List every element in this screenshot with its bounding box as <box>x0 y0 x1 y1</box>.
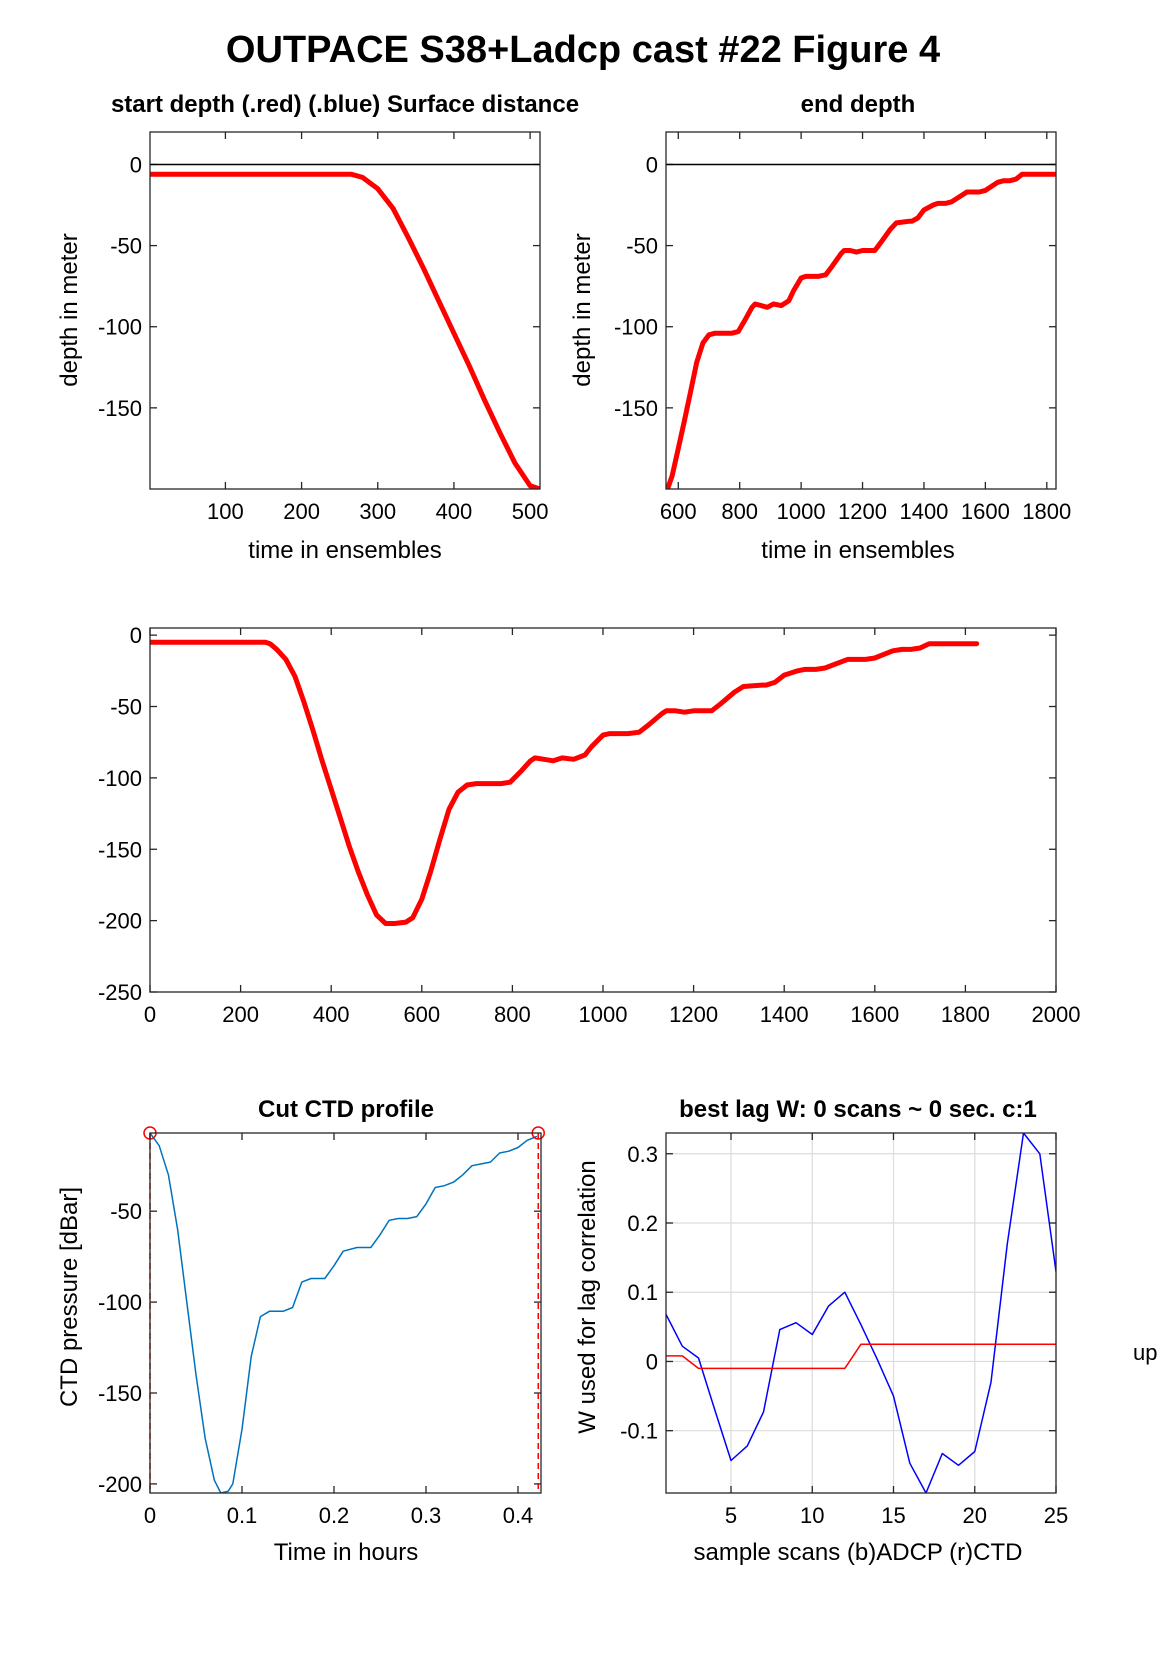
x-tick-label: 0 <box>144 1503 156 1528</box>
panel-cut-ctd-xlabel: Time in hours <box>274 1539 419 1566</box>
x-tick-label: 1000 <box>579 1002 628 1027</box>
y-tick-label: -200 <box>98 1472 142 1497</box>
x-tick-label: 400 <box>436 499 473 524</box>
y-tick-label: -0.1 <box>620 1419 658 1444</box>
panel-end-depth-ylabel: depth in meter <box>569 233 596 386</box>
axes-box <box>149 1132 542 1494</box>
y-tick-label: 0 <box>130 623 142 648</box>
x-tick-label: 400 <box>313 1002 350 1027</box>
y-tick-label: -150 <box>98 396 142 421</box>
x-tick-label: 0.3 <box>411 1503 442 1528</box>
x-tick-label: 5 <box>725 1503 737 1528</box>
axes-box <box>149 131 541 490</box>
x-tick-label: 1600 <box>961 499 1010 524</box>
axes-box <box>665 1132 1057 1494</box>
y-tick-label: -150 <box>98 837 142 862</box>
x-tick-label: 0 <box>144 1002 156 1027</box>
x-tick-label: 600 <box>660 499 697 524</box>
y-tick-label: 0 <box>130 152 142 177</box>
stray-label: up <box>1133 1340 1158 1365</box>
figure-suptitle: OUTPACE S38+Ladcp cast #22 Figure 4 <box>226 29 940 71</box>
axes-box <box>149 627 1057 993</box>
y-tick-label: 0.1 <box>627 1280 658 1305</box>
y-tick-label: 0 <box>646 1349 658 1374</box>
x-tick-label: 1600 <box>850 1002 899 1027</box>
x-tick-label: 1800 <box>941 1002 990 1027</box>
y-tick-label: -100 <box>98 315 142 340</box>
panel-cut-ctd-profile: Cut CTD profile Time in hours CTD pressu… <box>56 1096 545 1566</box>
panel-start-depth-xlabel: time in ensembles <box>248 537 441 564</box>
y-tick-label: -200 <box>98 909 142 934</box>
panel-start-depth-ylabel: depth in meter <box>56 233 83 386</box>
y-tick-label: -100 <box>614 315 658 340</box>
panel-cut-ctd-title: Cut CTD profile <box>258 1096 434 1123</box>
series-line-depth <box>666 171 1056 489</box>
y-tick-label: -50 <box>626 234 658 259</box>
x-tick-label: 800 <box>721 499 758 524</box>
x-tick-label: 200 <box>283 499 320 524</box>
panel-full-depth: 0 200 400 600 800 1000 1200 1400 1600 1800 2000 0 -5… <box>98 623 1081 1027</box>
x-tick-label: 1200 <box>669 1002 718 1027</box>
x-tick-label: 15 <box>881 1503 905 1528</box>
x-tick-label: 2000 <box>1032 1002 1081 1027</box>
panel-start-depth: start depth (.red) (.blue) Surface dista… <box>56 91 579 564</box>
y-tick-label: -150 <box>98 1381 142 1406</box>
x-tick-label: 1400 <box>899 499 948 524</box>
axes-box <box>665 131 1057 490</box>
x-tick-label: 200 <box>222 1002 259 1027</box>
x-tick-label: 600 <box>403 1002 440 1027</box>
y-tick-label: -50 <box>110 695 142 720</box>
panel-best-lag-title: best lag W: 0 scans ~ 0 sec. c:1 <box>679 1096 1037 1123</box>
x-tick-label: 100 <box>207 499 244 524</box>
series-line-depth <box>150 1133 538 1493</box>
x-tick-label: 800 <box>494 1002 531 1027</box>
x-tick-label: 25 <box>1044 1503 1068 1528</box>
y-tick-label: -50 <box>110 234 142 259</box>
x-tick-label: 0.2 <box>319 1503 350 1528</box>
y-tick-label: -50 <box>110 1199 142 1224</box>
x-tick-label: 300 <box>359 499 396 524</box>
panel-best-lag-ylabel: W used for lag correlation <box>574 1160 601 1433</box>
x-tick-label: 0.1 <box>227 1503 258 1528</box>
x-tick-label: 1800 <box>1022 499 1071 524</box>
x-tick-label: 500 <box>512 499 549 524</box>
y-tick-label: 0.2 <box>627 1211 658 1236</box>
x-tick-label: 1000 <box>777 499 826 524</box>
y-tick-label: -250 <box>98 980 142 1005</box>
y-tick-label: -100 <box>98 766 142 791</box>
y-tick-label: 0.3 <box>627 1142 658 1167</box>
panel-start-depth-title: start depth (.red) (.blue) Surface dista… <box>111 91 579 118</box>
panel-best-lag: best lag W: 0 scans ~ 0 sec. c:1 sample … <box>574 1096 1068 1566</box>
series-line-depth <box>150 639 980 926</box>
panel-best-lag-xlabel: sample scans (b)ADCP (r)CTD <box>694 1539 1023 1566</box>
series-line-depth <box>150 171 540 489</box>
panel-end-depth: end depth time in ensembles depth in met… <box>569 91 1071 564</box>
x-tick-label: 20 <box>963 1503 987 1528</box>
x-tick-label: 1400 <box>760 1002 809 1027</box>
y-tick-label: 0 <box>646 152 658 177</box>
panel-cut-ctd-ylabel: CTD pressure [dBar] <box>56 1187 83 1407</box>
series-line-ctd <box>666 1343 1056 1370</box>
x-tick-label: 10 <box>800 1503 824 1528</box>
x-tick-label: 0.4 <box>503 1503 534 1528</box>
panel-end-depth-title: end depth <box>801 91 916 118</box>
y-tick-label: -150 <box>614 396 658 421</box>
y-tick-label: -100 <box>98 1290 142 1315</box>
series-line-adcp <box>666 1133 1056 1493</box>
panel-end-depth-xlabel: time in ensembles <box>761 537 954 564</box>
x-tick-label: 1200 <box>838 499 887 524</box>
